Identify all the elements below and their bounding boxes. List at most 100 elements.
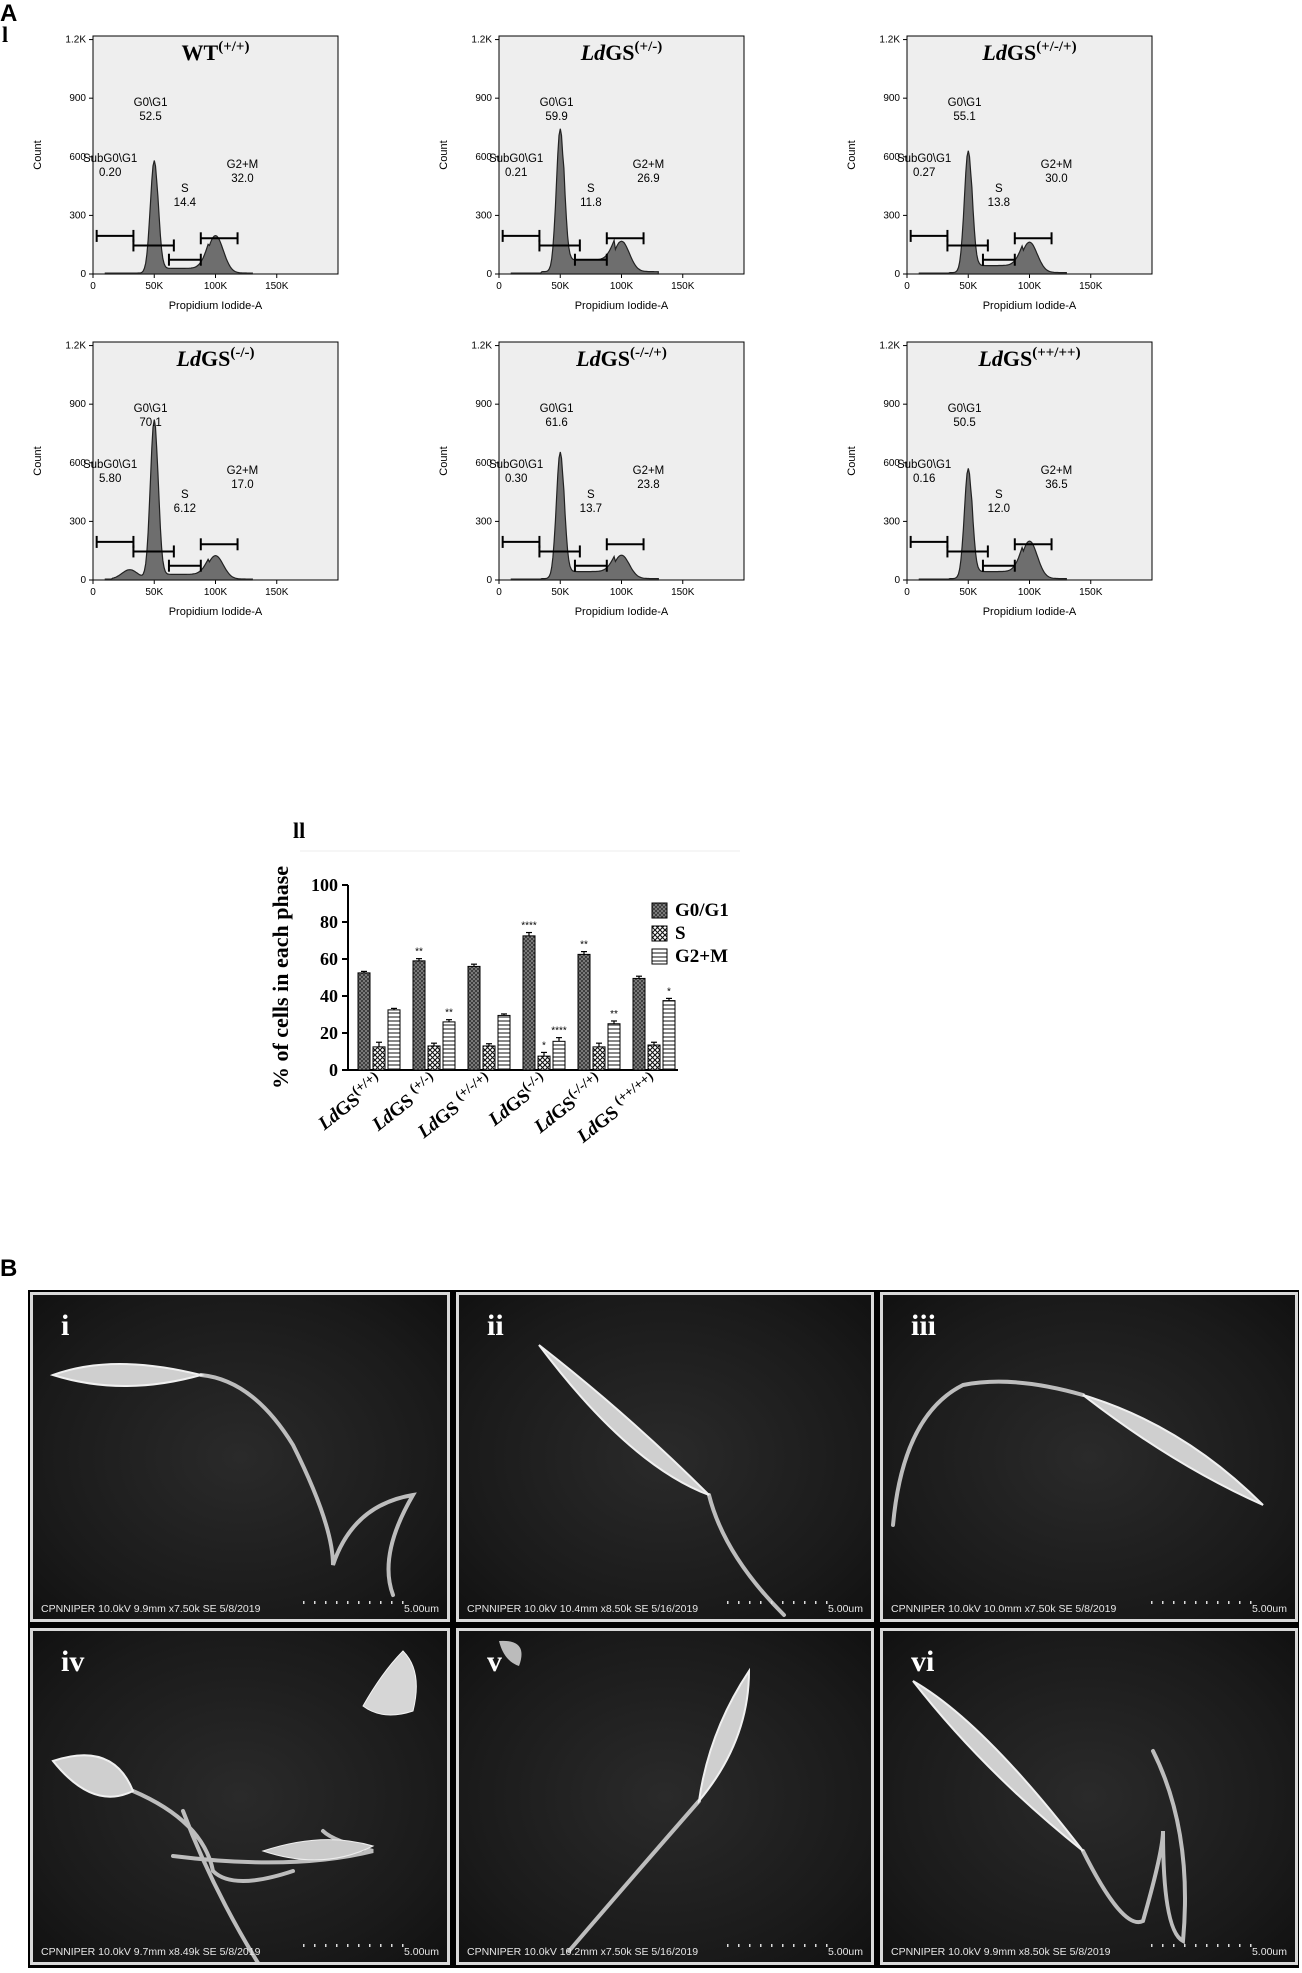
x-tick-label: 150K xyxy=(671,281,695,292)
x-tick-label: 100K xyxy=(610,281,634,292)
g1-gate-value: 61.6 xyxy=(545,417,567,429)
sem-scale-label: 5.00um xyxy=(827,1603,863,1615)
bar xyxy=(467,965,481,1071)
scale-bar-tick xyxy=(380,1601,382,1604)
bar xyxy=(497,1014,511,1071)
sem-scale-label: 5.00um xyxy=(403,1603,439,1615)
y-axis-label: Count xyxy=(438,140,450,169)
histogram-title: LdGS(+/-) xyxy=(580,39,663,65)
s-gate-label: S xyxy=(587,183,595,195)
s-gate-value: 12.0 xyxy=(988,503,1010,515)
x-tick-label: 50K xyxy=(145,587,163,598)
scale-bar-tick xyxy=(771,1944,773,1947)
histogram-curve xyxy=(104,419,253,581)
scale-bar-tick xyxy=(402,1601,404,1604)
bar xyxy=(412,960,426,1071)
parasite-cell-image xyxy=(49,1363,417,1604)
subg1-gate-value: 5.80 xyxy=(99,473,121,485)
x-tick-label: 100K xyxy=(204,281,228,292)
subg1-gate-label: SubG0\G1 xyxy=(897,459,951,471)
bar xyxy=(482,1045,496,1071)
scale-bar-tick xyxy=(347,1944,349,1947)
g2m-gate-label: G2+M xyxy=(1041,465,1073,477)
bar xyxy=(537,1055,551,1071)
subg1-gate-value: 0.16 xyxy=(913,473,935,485)
y-tick-label: 600 xyxy=(69,458,86,469)
x-tick-label: 0 xyxy=(90,281,96,292)
histogram-panel: 0 300 600 900 1.2K 0 50K 100K 150K Count Propidium… xyxy=(846,341,1153,618)
legend-swatch xyxy=(651,902,668,919)
y-axis-label: Count xyxy=(846,140,858,169)
scale-bar-tick xyxy=(303,1601,305,1604)
y-tick-label: 40 xyxy=(320,986,338,1006)
cell-body xyxy=(362,1650,417,1716)
s-gate-value: 11.8 xyxy=(580,197,602,209)
scale-bar-tick xyxy=(749,1601,751,1604)
scale-bar-tick xyxy=(369,1601,371,1604)
scale-bar-tick xyxy=(815,1944,817,1947)
scale-bar-tick xyxy=(1195,1601,1197,1604)
y-tick-label: 0 xyxy=(894,269,900,280)
cat-sup: (+/+) xyxy=(349,1069,381,1099)
parasite-cell-image xyxy=(538,1344,828,1617)
bar xyxy=(522,935,536,1071)
s-gate-value: 13.7 xyxy=(580,503,602,515)
g2m-gate-value: 30.0 xyxy=(1045,173,1067,185)
y-tick-label: 300 xyxy=(69,516,86,527)
sem-panel: vi CPNNIPER 10.0kV 9.9mm x8.50k SE 5/8/20… xyxy=(880,1628,1298,1965)
significance-label: ** xyxy=(610,1009,618,1020)
cell-body xyxy=(538,1344,710,1496)
sem-acquisition-info: CPNNIPER 10.0kV 10.2mm x7.50k SE 5/16/20… xyxy=(467,1946,699,1958)
histogram-curve xyxy=(918,468,1067,581)
g1-gate-label: G0\G1 xyxy=(540,403,574,415)
histogram-panel: 0 300 600 900 1.2K 0 50K 100K 150K Count Propidium… xyxy=(32,35,339,312)
title-italic: Ld xyxy=(580,40,606,65)
y-tick-label: 900 xyxy=(475,93,492,104)
bar xyxy=(647,1044,661,1071)
title-main: GS xyxy=(1007,40,1036,65)
scale-bar-tick xyxy=(1206,1944,1208,1947)
s-gate-label: S xyxy=(181,183,189,195)
sem-scale-label: 5.00um xyxy=(1251,1946,1287,1958)
title-superscript: (+/+) xyxy=(218,39,249,55)
sem-acquisition-info: CPNNIPER 10.0kV 10.4mm x8.50k SE 5/16/20… xyxy=(467,1603,699,1615)
sem-acquisition-info: CPNNIPER 10.0kV 9.9mm x7.50k SE 5/8/2019 xyxy=(41,1603,261,1615)
sem-acquisition-info: CPNNIPER 10.0kV 10.0mm x7.50k SE 5/8/201… xyxy=(891,1603,1117,1615)
x-tick-label: 0 xyxy=(496,281,502,292)
x-tick-label: 100K xyxy=(1018,281,1042,292)
scale-bar-tick xyxy=(1195,1944,1197,1947)
parasite-cell-image xyxy=(499,1640,828,1953)
y-tick-label: 600 xyxy=(883,458,900,469)
title-superscript: (-/-) xyxy=(230,345,254,361)
scale-bar-tick xyxy=(1217,1944,1219,1947)
scale-bar-tick xyxy=(1217,1601,1219,1604)
subg1-gate-label: SubG0\G1 xyxy=(489,153,543,165)
scale-bar-tick xyxy=(782,1601,784,1604)
histogram-panel: 0 300 600 900 1.2K 0 50K 100K 150K Count Propidium… xyxy=(438,35,745,312)
scale-bar-tick xyxy=(336,1601,338,1604)
scale-bar-tick xyxy=(314,1601,316,1604)
x-tick-label: 150K xyxy=(265,281,289,292)
sem-panel-label: ii xyxy=(487,1309,504,1342)
s-gate-label: S xyxy=(587,489,595,501)
y-axis-label: Count xyxy=(32,446,44,475)
flagellum xyxy=(567,1799,701,1953)
cell-body xyxy=(1082,1394,1264,1506)
parasite-cell-image xyxy=(51,1650,417,1962)
y-tick-label: 0 xyxy=(486,269,492,280)
y-tick-label: 300 xyxy=(475,516,492,527)
x-axis-label: Propidium Iodide-A xyxy=(575,300,669,312)
subg1-gate-label: SubG0\G1 xyxy=(83,459,137,471)
s-gate-label: S xyxy=(995,489,1003,501)
scale-bar-tick xyxy=(325,1601,327,1604)
scale-bar-tick xyxy=(826,1944,828,1947)
y-tick-label: 600 xyxy=(475,152,492,163)
scale-bar-tick xyxy=(369,1944,371,1947)
scale-bar-tick xyxy=(1184,1601,1186,1604)
y-tick-label: 1.2K xyxy=(471,35,492,46)
bar xyxy=(662,1000,676,1071)
flow-histograms: 0 300 600 900 1.2K 0 50K 100K 150K Count Propidium… xyxy=(32,35,1153,618)
sem-panel-label: iii xyxy=(911,1309,937,1342)
significance-label: * xyxy=(667,986,671,997)
